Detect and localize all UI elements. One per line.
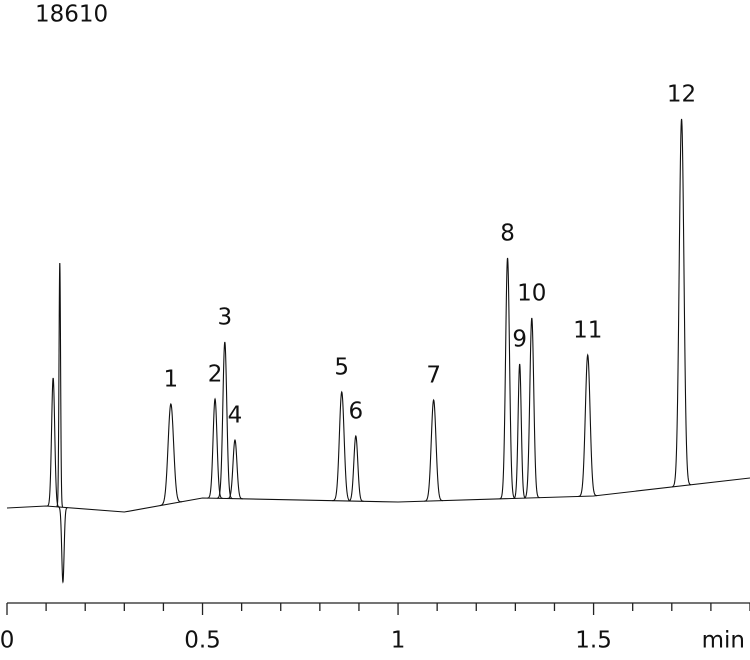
peak-label: 9 — [512, 327, 527, 353]
x-axis-label: min — [702, 628, 745, 654]
peak — [424, 398, 444, 502]
baseline-trace — [6, 477, 750, 513]
peak — [523, 317, 540, 499]
peak-label: 2 — [208, 362, 223, 388]
peak — [227, 439, 243, 500]
peak — [348, 434, 364, 502]
peak-label: 11 — [573, 318, 602, 344]
peak — [578, 353, 598, 497]
peak — [58, 506, 68, 584]
chart-title: 18610 — [35, 2, 108, 28]
peak-label: 8 — [500, 221, 515, 247]
peak-label: 10 — [517, 281, 546, 307]
peak — [332, 390, 352, 502]
peak — [672, 118, 692, 488]
peak-label: 1 — [164, 367, 179, 393]
peak — [499, 257, 516, 500]
peak — [513, 363, 526, 499]
peak-label: 4 — [228, 403, 243, 429]
x-tick-label: 1 — [391, 628, 406, 654]
peak-label: 12 — [667, 82, 696, 108]
peak-label: 3 — [217, 305, 232, 331]
peak — [56, 262, 64, 508]
x-tick-label: 0 — [0, 628, 14, 654]
peak-label: 5 — [334, 355, 349, 381]
peak-label: 6 — [348, 399, 363, 425]
peak — [159, 402, 182, 507]
x-tick-label: 0.5 — [184, 628, 221, 654]
x-tick-label: 1.5 — [575, 628, 612, 654]
peak — [207, 397, 223, 499]
peak-label: 7 — [426, 363, 441, 389]
